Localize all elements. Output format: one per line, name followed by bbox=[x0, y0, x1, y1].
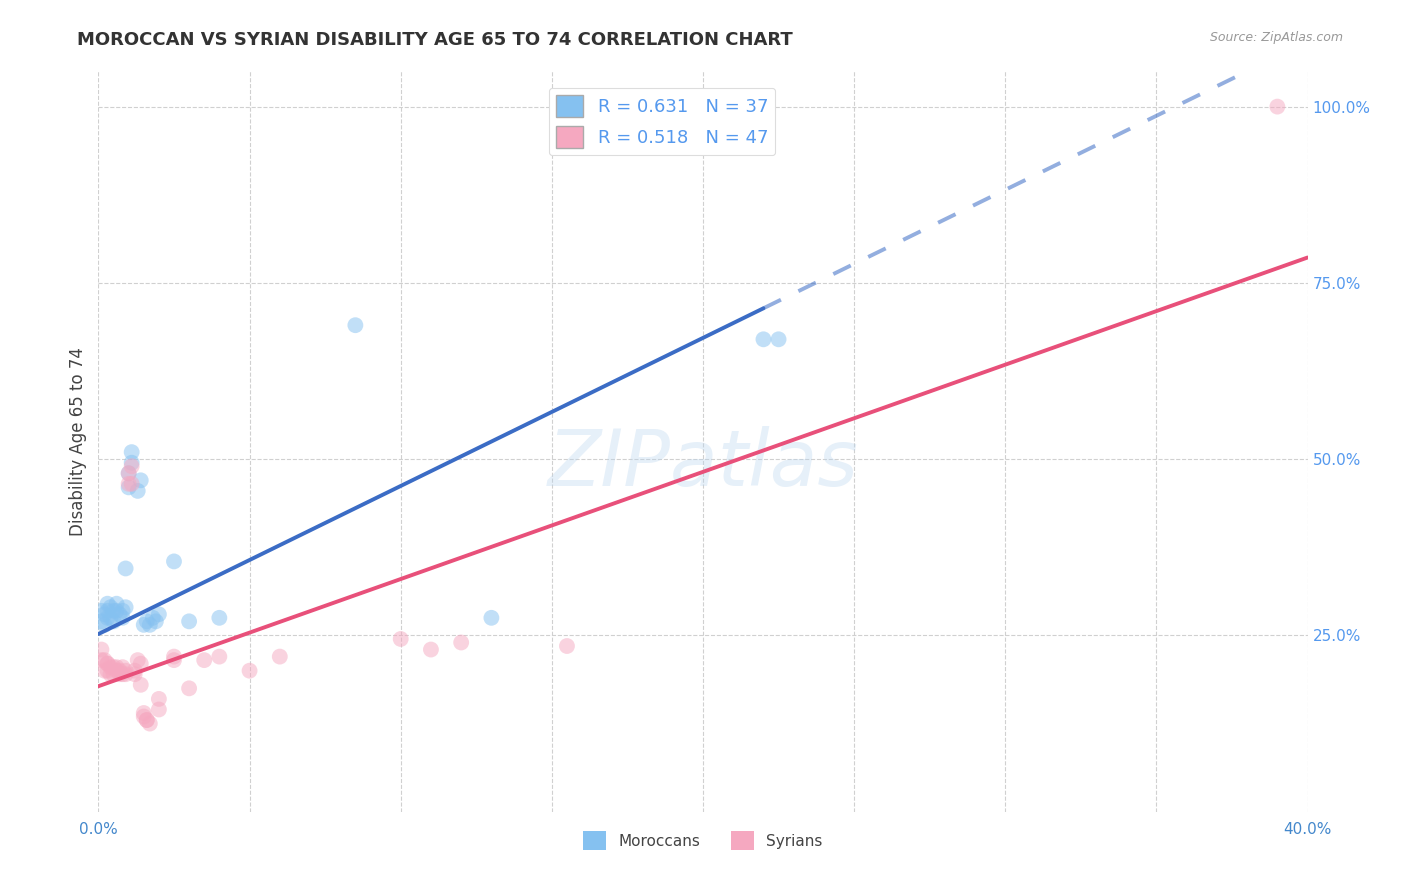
Y-axis label: Disability Age 65 to 74: Disability Age 65 to 74 bbox=[69, 347, 87, 536]
Point bbox=[768, 332, 790, 346]
Point bbox=[127, 653, 149, 667]
Point bbox=[344, 318, 367, 333]
Point bbox=[96, 604, 118, 618]
Point bbox=[132, 706, 155, 720]
Point bbox=[139, 716, 162, 731]
Point bbox=[163, 554, 186, 568]
Point bbox=[108, 667, 131, 681]
Point bbox=[208, 649, 231, 664]
Point bbox=[389, 632, 412, 646]
Point bbox=[148, 607, 170, 622]
Text: ZIPatlas: ZIPatlas bbox=[547, 425, 859, 502]
Point bbox=[103, 667, 125, 681]
Point bbox=[118, 467, 141, 481]
Point bbox=[124, 667, 146, 681]
Point bbox=[132, 709, 155, 723]
Point bbox=[100, 600, 122, 615]
Point bbox=[148, 702, 170, 716]
Point bbox=[105, 660, 128, 674]
Point bbox=[179, 681, 201, 696]
Point bbox=[132, 618, 155, 632]
Point bbox=[93, 653, 115, 667]
Point bbox=[752, 332, 775, 346]
Point bbox=[114, 561, 136, 575]
Point bbox=[93, 607, 115, 622]
Point bbox=[135, 713, 157, 727]
Point bbox=[193, 653, 215, 667]
Point bbox=[555, 639, 578, 653]
Text: MOROCCAN VS SYRIAN DISABILITY AGE 65 TO 74 CORRELATION CHART: MOROCCAN VS SYRIAN DISABILITY AGE 65 TO … bbox=[77, 31, 793, 49]
Point bbox=[129, 657, 152, 671]
Point bbox=[118, 480, 141, 494]
Point bbox=[114, 664, 136, 678]
Point bbox=[145, 615, 167, 629]
Point bbox=[129, 473, 152, 487]
Point bbox=[103, 604, 125, 618]
Point bbox=[239, 664, 262, 678]
Point bbox=[90, 642, 112, 657]
Point bbox=[90, 604, 112, 618]
Point bbox=[96, 664, 118, 678]
Point bbox=[208, 611, 231, 625]
Point bbox=[450, 635, 472, 649]
Point bbox=[118, 467, 141, 481]
Point bbox=[111, 667, 134, 681]
Point bbox=[111, 604, 134, 618]
Point bbox=[111, 660, 134, 674]
Text: Source: ZipAtlas.com: Source: ZipAtlas.com bbox=[1209, 31, 1343, 45]
Point bbox=[1267, 100, 1289, 114]
Point bbox=[118, 476, 141, 491]
Point bbox=[100, 611, 122, 625]
Point bbox=[481, 611, 503, 625]
Point bbox=[93, 618, 115, 632]
Point bbox=[135, 615, 157, 629]
Point bbox=[111, 611, 134, 625]
Point bbox=[90, 653, 112, 667]
Point bbox=[124, 664, 146, 678]
Point bbox=[139, 618, 162, 632]
Point bbox=[105, 604, 128, 618]
Point bbox=[100, 667, 122, 681]
Point bbox=[96, 657, 118, 671]
Point bbox=[96, 657, 118, 671]
Point bbox=[148, 692, 170, 706]
Point bbox=[103, 660, 125, 674]
Point bbox=[108, 664, 131, 678]
Point bbox=[103, 615, 125, 629]
Point bbox=[100, 660, 122, 674]
Point bbox=[179, 615, 201, 629]
Point bbox=[105, 664, 128, 678]
Point bbox=[142, 611, 165, 625]
Point bbox=[121, 476, 143, 491]
Legend: Moroccans, Syrians: Moroccans, Syrians bbox=[578, 825, 828, 856]
Point bbox=[163, 649, 186, 664]
Point bbox=[114, 667, 136, 681]
Point bbox=[420, 642, 443, 657]
Point bbox=[105, 597, 128, 611]
Point bbox=[96, 597, 118, 611]
Point bbox=[121, 445, 143, 459]
Point bbox=[114, 600, 136, 615]
Point bbox=[93, 664, 115, 678]
Point bbox=[121, 456, 143, 470]
Point bbox=[96, 611, 118, 625]
Point bbox=[129, 678, 152, 692]
Point bbox=[127, 483, 149, 498]
Point bbox=[163, 653, 186, 667]
Point bbox=[108, 607, 131, 622]
Point bbox=[269, 649, 291, 664]
Point bbox=[121, 459, 143, 474]
Point bbox=[90, 615, 112, 629]
Point bbox=[135, 713, 157, 727]
